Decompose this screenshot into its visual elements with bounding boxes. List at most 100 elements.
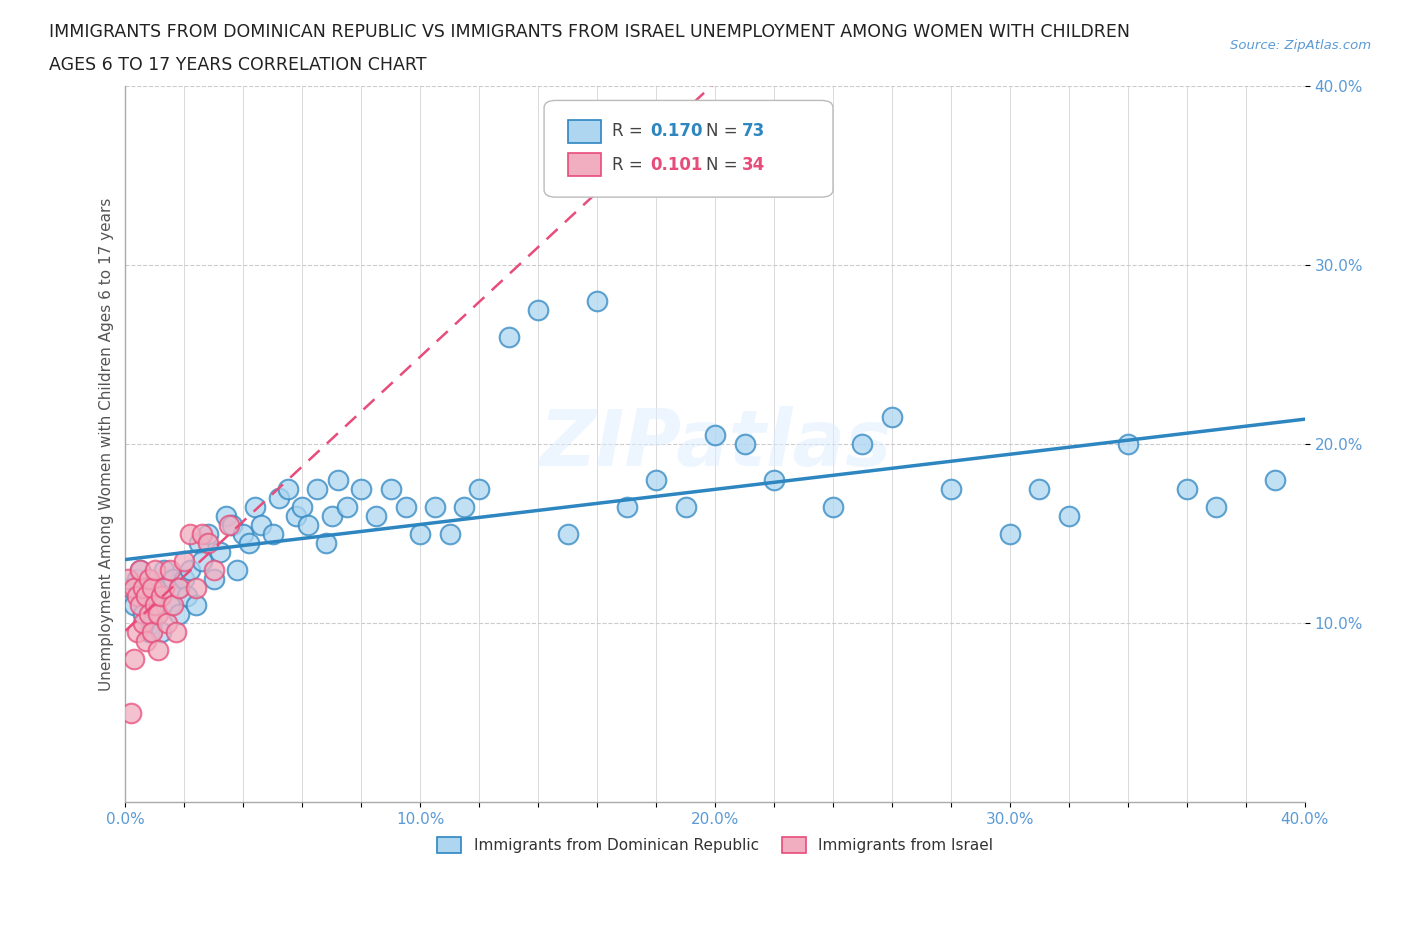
Point xyxy=(141,625,163,640)
Point xyxy=(215,509,238,524)
Point xyxy=(616,499,638,514)
Point xyxy=(117,571,139,586)
Point xyxy=(335,499,357,514)
Point xyxy=(409,526,432,541)
Point xyxy=(146,607,169,622)
FancyBboxPatch shape xyxy=(568,153,600,177)
Point xyxy=(851,437,873,452)
Point xyxy=(262,526,284,541)
Point xyxy=(202,562,225,577)
Point xyxy=(132,616,155,631)
Point xyxy=(1057,509,1080,524)
Point xyxy=(135,633,157,648)
Point xyxy=(380,482,402,497)
Text: N =: N = xyxy=(706,122,742,140)
Point xyxy=(998,526,1021,541)
Point xyxy=(1028,482,1050,497)
Point xyxy=(468,482,491,497)
Point xyxy=(527,302,550,317)
Point xyxy=(191,526,214,541)
Point xyxy=(156,616,179,631)
Point xyxy=(173,553,195,568)
Point xyxy=(124,580,146,595)
Point xyxy=(135,589,157,604)
Point xyxy=(152,562,174,577)
Point xyxy=(423,499,446,514)
Point xyxy=(453,499,475,514)
Point xyxy=(394,499,416,514)
Point xyxy=(821,499,844,514)
Point xyxy=(146,643,169,658)
Point xyxy=(704,428,727,443)
Point xyxy=(143,562,166,577)
Point xyxy=(734,437,756,452)
Point xyxy=(326,472,349,487)
Point xyxy=(645,472,668,487)
Point xyxy=(165,625,187,640)
Point xyxy=(1264,472,1286,487)
Point xyxy=(232,526,254,541)
Point xyxy=(132,607,155,622)
Point xyxy=(763,472,786,487)
Point xyxy=(127,625,149,640)
Point xyxy=(321,509,343,524)
Point xyxy=(162,571,184,586)
Point xyxy=(297,517,319,532)
Text: ZIPatlas: ZIPatlas xyxy=(538,406,891,483)
Point xyxy=(315,536,337,551)
Point xyxy=(120,706,142,721)
Point xyxy=(132,580,155,595)
Point xyxy=(267,490,290,505)
Point xyxy=(138,607,160,622)
Point xyxy=(186,598,208,613)
Point xyxy=(218,517,240,532)
Point xyxy=(364,509,387,524)
Point xyxy=(243,499,266,514)
Text: N =: N = xyxy=(706,156,742,174)
Point xyxy=(138,571,160,586)
Text: IMMIGRANTS FROM DOMINICAN REPUBLIC VS IMMIGRANTS FROM ISRAEL UNEMPLOYMENT AMONG : IMMIGRANTS FROM DOMINICAN REPUBLIC VS IM… xyxy=(49,23,1130,41)
Point xyxy=(186,580,208,595)
Text: 34: 34 xyxy=(742,156,765,174)
Point xyxy=(250,517,273,532)
Point xyxy=(141,616,163,631)
Point xyxy=(179,526,201,541)
Point xyxy=(291,499,314,514)
Text: Source: ZipAtlas.com: Source: ZipAtlas.com xyxy=(1230,39,1371,52)
Point xyxy=(208,544,231,559)
Point xyxy=(191,553,214,568)
Point xyxy=(1175,482,1198,497)
Point xyxy=(188,536,211,551)
Point xyxy=(350,482,373,497)
Point xyxy=(149,625,172,640)
Point xyxy=(173,571,195,586)
Point xyxy=(129,562,152,577)
Point xyxy=(127,589,149,604)
Point xyxy=(285,509,308,524)
Point xyxy=(439,526,461,541)
Point xyxy=(159,562,181,577)
Point xyxy=(675,499,697,514)
Point xyxy=(179,562,201,577)
Point xyxy=(221,517,243,532)
Point xyxy=(152,580,174,595)
Point xyxy=(129,562,152,577)
Point xyxy=(143,580,166,595)
Point xyxy=(159,598,181,613)
Point xyxy=(197,536,219,551)
Point xyxy=(307,482,329,497)
Point xyxy=(498,329,520,344)
Text: 73: 73 xyxy=(742,122,765,140)
Text: AGES 6 TO 17 YEARS CORRELATION CHART: AGES 6 TO 17 YEARS CORRELATION CHART xyxy=(49,56,426,73)
Point xyxy=(143,598,166,613)
Point xyxy=(197,526,219,541)
Point xyxy=(167,580,190,595)
Point xyxy=(135,589,157,604)
Point xyxy=(277,482,299,497)
FancyBboxPatch shape xyxy=(568,120,600,142)
Point xyxy=(162,598,184,613)
Point xyxy=(226,562,249,577)
Text: R =: R = xyxy=(613,156,648,174)
Point xyxy=(202,571,225,586)
Point xyxy=(176,589,198,604)
